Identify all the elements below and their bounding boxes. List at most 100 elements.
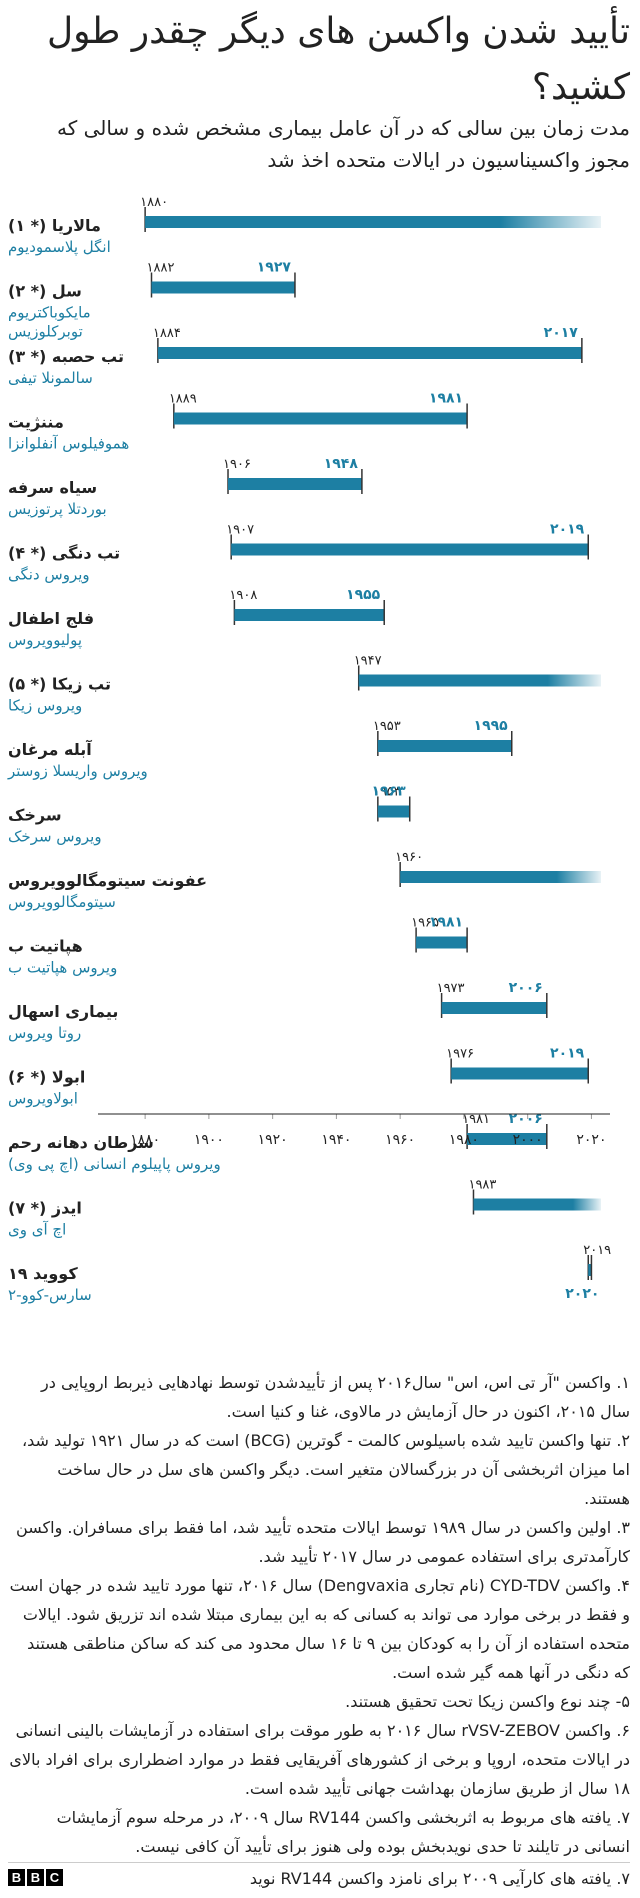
pathogen-name: ویروس زیکا — [8, 697, 82, 715]
pathogen-name: پولیوویروس — [8, 631, 82, 650]
disease-name: تب دنگی (* ۴) — [8, 544, 120, 563]
pathogen-name: بوردتلا پرتوزیس — [8, 500, 107, 519]
pathogen-name: انگل پلاسمودیوم — [8, 238, 111, 257]
x-tick-label: ۱۹۸۰ — [449, 1132, 479, 1148]
disease-name: سرطان دهانه رحم — [8, 1133, 154, 1152]
range-bar — [377, 740, 512, 752]
range-bar — [451, 1067, 589, 1080]
disease-name: تب زیکا (* ۵) — [8, 675, 111, 694]
start-year-label: ۱۸۸۴ — [153, 326, 181, 341]
start-year-label: ۱۹۵۳ — [373, 785, 401, 800]
range-bar — [467, 1133, 547, 1145]
end-year-label: ۱۹۵۵ — [346, 587, 381, 603]
footnote: ۶. واکسن rVSV-ZEBOV سال ۲۰۱۶ به طور موقت… — [9, 1721, 630, 1798]
end-year-label: ۱۹۸۱ — [429, 915, 463, 931]
range-bar — [441, 1002, 547, 1014]
range-bar — [473, 1198, 601, 1211]
disease-name: سرخک — [8, 806, 62, 825]
pathogen-name: سارس-کوو-۲ — [8, 1286, 92, 1304]
footnote: ۷. یافته های مربوط به اثربخشی واکسن RV14… — [56, 1808, 630, 1856]
footer: B B C ۷. یافته های کارآیی ۲۰۰۹ برای نامز… — [8, 1866, 630, 1892]
start-year-label: ۱۸۸۰ — [140, 195, 168, 210]
start-year-label: ۱۸۸۲ — [147, 261, 175, 276]
start-year-label: ۱۸۸۹ — [169, 392, 197, 407]
x-tick-label: ۲۰۲۰ — [576, 1132, 606, 1148]
pathogen-name: ابولاویروس — [8, 1090, 78, 1108]
pathogen-name: ویروس واریسلا زوستر — [7, 762, 148, 780]
pathogen-name: ویروس دنگی — [8, 566, 90, 584]
x-tick-label: ۱۹۶۰ — [385, 1132, 415, 1148]
range-bar — [173, 412, 468, 425]
footer-note: ۷. یافته های کارآیی ۲۰۰۹ برای نامزد واکس… — [249, 1869, 630, 1888]
start-year-label: ۱۹۸۱ — [462, 1112, 490, 1127]
disease-name: کووید ۱۹ — [8, 1264, 78, 1283]
range-bar — [151, 281, 295, 294]
x-tick-label: ۱۸۸۰ — [130, 1132, 160, 1148]
x-tick-label: ۱۹۰۰ — [194, 1132, 224, 1148]
range-bar — [416, 936, 468, 949]
start-year-label: ۱۹۵۳ — [373, 719, 401, 734]
end-year-label: ۱۹۹۵ — [474, 718, 509, 734]
end-year-label: ۱۹۲۷ — [257, 260, 292, 276]
disease-name: فلج اطفال — [8, 609, 94, 628]
pathogen-name: ویروس هپاتیت ب — [8, 959, 117, 978]
pathogen-name: ویروس سرخک — [8, 828, 102, 846]
start-year-label: ۱۹۷۶ — [446, 1047, 474, 1062]
disease-name: عفونت سیتومگالوویروس — [8, 871, 207, 890]
chart-title: تأیید شدن واکسن های دیگر چقدر طول کشید؟ — [46, 11, 630, 108]
range-bar — [377, 805, 410, 818]
footnote: ۱. واکسن "آر تی اس، اس" سال۲۰۱۶ پس از تأ… — [41, 1373, 630, 1421]
start-year-label: ۱۹۸۳ — [468, 1178, 496, 1193]
disease-name: مننژیت — [8, 413, 64, 432]
disease-name: تب حصبه (* ۳) — [8, 347, 124, 366]
range-bar — [400, 871, 601, 883]
end-year-label: ۱۹۴۸ — [324, 456, 359, 472]
disease-name: سل (* ۲) — [8, 282, 82, 301]
start-year-label: ۱۹۰۸ — [229, 588, 257, 603]
pathogen-name: ویروس پاپیلوم انسانی (اچ پی وی) — [8, 1155, 221, 1174]
disease-name: ابولا (* ۶) — [8, 1068, 85, 1087]
footnotes: ۱. واکسن "آر تی اس، اس" سال۲۰۱۶ پس از تأ… — [8, 1368, 630, 1861]
x-tick-label: ۱۹۴۰ — [321, 1132, 351, 1148]
pathogen-name: مایکوباکتریوم — [8, 304, 91, 322]
end-year-label: ۲۰۱۹ — [550, 1046, 585, 1062]
start-year-label: ۱۹۴۷ — [354, 654, 382, 669]
x-tick-label: ۱۹۲۰ — [258, 1132, 288, 1148]
start-year-label: ۱۹۷۳ — [437, 981, 465, 996]
pathogen-name: سیتومگالوویروس — [8, 893, 116, 911]
bbc-logo: B B C — [8, 1869, 63, 1886]
start-year-label: ۱۹۰۷ — [226, 523, 254, 538]
disease-name: ایدز (* ۷) — [8, 1199, 82, 1218]
range-bar — [358, 674, 601, 687]
footer-divider — [8, 1862, 630, 1863]
footnote: ۴. واکسن CYD-TDV (نام تجاری Dengvaxia) س… — [9, 1576, 630, 1682]
disease-name: آبله مرغان — [8, 739, 92, 759]
disease-name: هپاتیت ب — [8, 937, 83, 957]
start-year-label: ۲۰۱۹ — [583, 1243, 611, 1258]
disease-name: بیماری اسهال — [8, 1002, 118, 1021]
footnote: ۵- چند نوع واکسن زیکا تحت تحقیق هستند. — [345, 1692, 630, 1711]
x-tick-label: ۲۰۰۰ — [513, 1132, 543, 1148]
end-year-label: ۲۰۲۰ — [565, 1286, 599, 1302]
start-year-label: ۱۹۶۵ — [411, 916, 439, 931]
end-year-label: ۲۰۰۶ — [509, 980, 543, 996]
pathogen-name: توبرکلوزیس — [8, 323, 83, 341]
range-bar — [228, 478, 362, 490]
pathogen-name: روتا ویروس — [8, 1024, 81, 1042]
end-year-label: ۲۰۱۷ — [544, 325, 579, 341]
range-bar — [588, 1264, 592, 1276]
footnote: ۲. تنها واکسن تایید شده باسیلوس کالمت - … — [21, 1431, 630, 1508]
start-year-label: ۱۹۰۶ — [223, 457, 251, 472]
chart-subtitle: مدت زمان بین سالی که در آن عامل بیماری م… — [56, 116, 630, 172]
start-year-label: ۱۹۶۰ — [395, 850, 423, 865]
range-bar — [157, 347, 582, 359]
vaccine-timeline-chart: مالاریا (* ۱) انگل پلاسمودیوم ۱۸۸۰ سل (* ۲)… — [7, 195, 611, 1304]
disease-name: سیاه سرفه — [8, 478, 97, 497]
end-year-label: ۲۰۱۹ — [550, 522, 585, 538]
disease-name: مالاریا (* ۱) — [8, 216, 101, 235]
pathogen-name: هموفیلوس آنفلوانزا — [8, 435, 129, 453]
end-year-label: ۲۰۰۶ — [509, 1111, 543, 1127]
footnote: ۳. اولین واکسن در سال ۱۹۸۹ توسط ایالات م… — [16, 1518, 630, 1566]
end-year-label: ۱۹۸۱ — [429, 391, 463, 407]
pathogen-name: اچ آی وی — [8, 1221, 66, 1240]
